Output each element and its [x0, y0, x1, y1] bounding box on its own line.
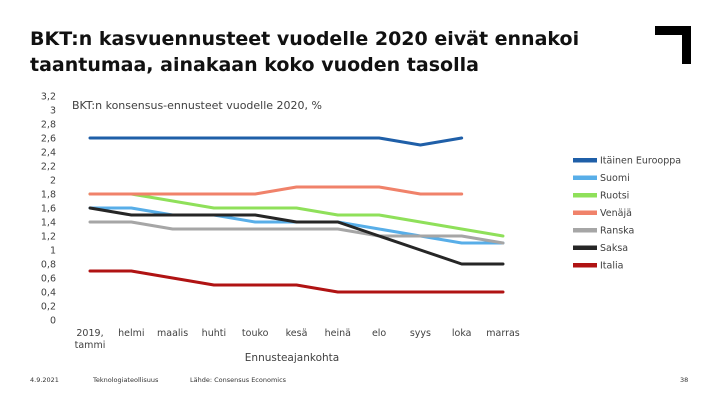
series-line-italia — [88, 269, 505, 294]
series-line-itäinen-eurooppa — [88, 136, 464, 147]
y-tick-label: 2,4 — [41, 148, 56, 159]
legend-label: Ruotsi — [600, 191, 629, 202]
y-tick-label: 1,6 — [41, 204, 56, 215]
y-tick-label: 0,2 — [41, 302, 56, 313]
page-number: 38 — [680, 376, 689, 384]
x-tick-label: loka — [452, 328, 472, 339]
y-tick-label: 2,8 — [41, 120, 56, 131]
chart-title: BKT:n konsensus-ennusteet vuodelle 2020,… — [72, 99, 322, 112]
brand-logo-icon — [655, 26, 691, 64]
legend-label: Venäjä — [600, 208, 632, 219]
legend-label: Suomi — [600, 173, 630, 184]
footer-date: 4.9.2021 — [30, 376, 59, 384]
x-tick-label: kesä — [286, 328, 308, 339]
series-line-ranska — [88, 220, 505, 245]
x-tick-label: helmi — [118, 328, 144, 339]
legend-swatch — [573, 158, 597, 163]
legend-swatch — [573, 210, 597, 215]
legend-swatch — [573, 245, 597, 250]
y-tick-label: 2,2 — [41, 162, 56, 173]
legend-swatch — [573, 175, 597, 180]
y-tick-label: 3 — [50, 106, 56, 117]
x-tick-label: marras — [486, 328, 520, 339]
legend-label: Itäinen Eurooppa — [600, 156, 681, 167]
x-tick-label: 2019, tammi — [75, 328, 106, 351]
y-tick-label: 0,8 — [41, 260, 56, 271]
legend-label: Saksa — [600, 243, 628, 254]
x-tick-label: maalis — [157, 328, 188, 339]
y-tick-label: 0 — [50, 316, 56, 327]
y-tick-label: 1,4 — [41, 218, 56, 229]
y-tick-label: 1 — [50, 246, 56, 257]
series-line-venäjä — [88, 185, 464, 196]
footer-source: Lähde: Consensus Economics — [190, 376, 287, 384]
y-tick-label: 1,8 — [41, 190, 56, 201]
legend-label: Italia — [600, 261, 623, 272]
legend-swatch — [573, 263, 597, 268]
footer-organization: Teknologiateollisuus — [93, 376, 159, 384]
slide-title: BKT:n kasvuennusteet vuodelle 2020 eivät… — [30, 28, 580, 76]
x-tick-label: huhti — [202, 328, 226, 339]
y-tick-label: 2,6 — [41, 134, 56, 145]
x-tick-label: touko — [242, 328, 269, 339]
x-tick-label: heinä — [325, 328, 351, 339]
x-tick-label: syys — [410, 328, 431, 339]
series-line-ruotsi — [88, 192, 505, 238]
y-tick-label: 3,2 — [41, 92, 56, 103]
y-tick-label: 2 — [50, 176, 56, 187]
y-tick-label: 0,6 — [41, 274, 56, 285]
series-line-saksa — [88, 206, 505, 266]
x-axis-title: Ennusteajankohta — [245, 352, 339, 364]
x-tick-label: elo — [372, 328, 386, 339]
legend-swatch — [573, 193, 597, 198]
legend-label: Ranska — [600, 226, 634, 237]
y-tick-label: 1,2 — [41, 232, 56, 243]
legend-swatch — [573, 228, 597, 233]
y-tick-label: 0,4 — [41, 288, 56, 299]
